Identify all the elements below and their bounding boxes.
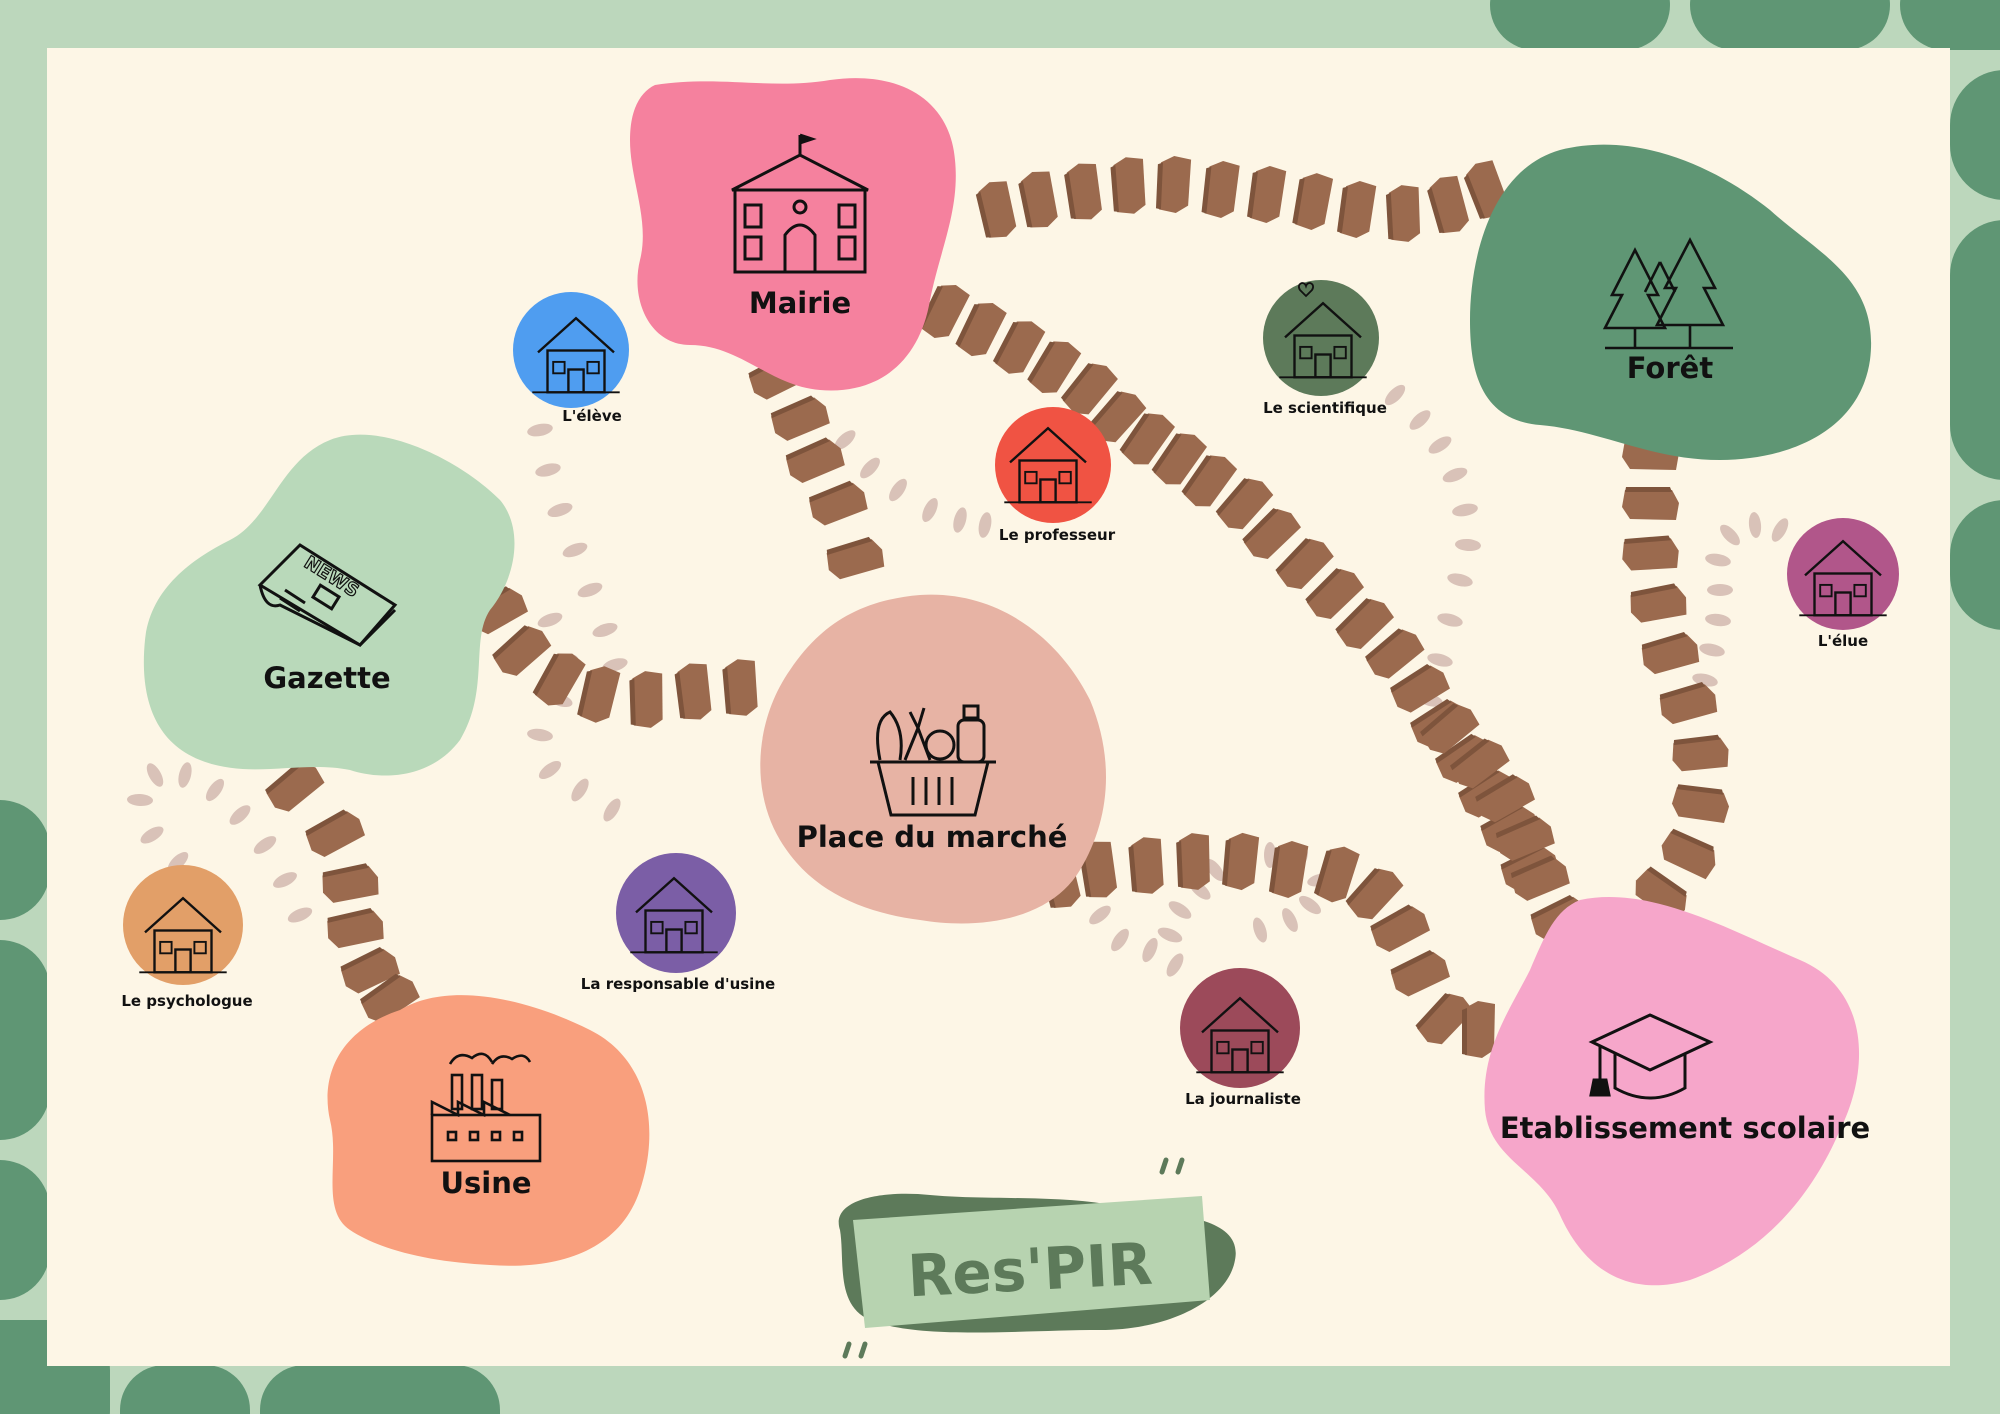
path-stone [1622,487,1679,520]
path-stone [629,670,664,729]
location-label: Usine [440,1166,531,1200]
home-blob [123,865,243,985]
home-scientifique[interactable]: Le scientifique [1263,280,1387,417]
location-ecole[interactable]: Etablissement scolaire [1484,897,1870,1286]
graduation-cap-icon [1588,1013,1714,1100]
path-stone [1127,835,1166,896]
home-label: Le psychologue [121,992,252,1010]
path-stone [721,657,760,718]
home-blob [616,853,736,973]
factory-icon [430,1052,542,1163]
gazette-blob [143,434,515,776]
path-stone [1620,534,1681,573]
home-blob [1263,280,1379,396]
pine-trees-icon [1602,237,1733,350]
path-stone [1221,831,1260,892]
path-stone [1670,733,1731,774]
town-hall-icon [731,133,869,274]
mairie-blob [630,78,956,391]
location-label: Etablissement scolaire [1500,1111,1870,1145]
home-label: L'élève [562,407,622,425]
title-badge: Res'PIR [838,1157,1236,1359]
home-professeur[interactable]: Le professeur [995,407,1116,544]
home-psychologue[interactable]: Le psychologue [121,865,253,1010]
location-marche[interactable]: Place du marché [760,594,1107,924]
home-label: Le scientifique [1263,399,1387,417]
home-elue[interactable]: L'élue [1787,518,1899,650]
accent-marks [1159,1157,1185,1175]
path-stone [1155,155,1192,214]
heart-icon [1298,282,1314,298]
home-label: La responsable d'usine [581,975,775,993]
home-blob [995,407,1111,523]
home-label: L'élue [1818,632,1868,650]
home-blob [1180,968,1300,1088]
location-label: Place du marché [797,820,1068,854]
home-responsable[interactable]: La responsable d'usine [581,853,775,993]
location-mairie[interactable]: Mairie [630,78,956,391]
marche-blob [760,594,1107,924]
home-eleve[interactable]: L'élève [513,292,629,425]
accent-marks [842,1341,868,1359]
foret-blob [1470,144,1872,460]
home-journaliste[interactable]: La journaliste [1180,968,1301,1108]
path-stone [1109,155,1148,216]
location-foret[interactable]: Forêt [1470,144,1872,460]
home-label: Le professeur [999,526,1116,544]
path-dash [1707,584,1733,596]
usine-blob [327,995,650,1266]
location-label: Mairie [749,286,851,320]
path-stone [1175,832,1212,891]
game-title: Res'PIR [906,1230,1154,1311]
grocery-basket-icon [870,704,996,817]
home-label: La journaliste [1185,1090,1301,1108]
path-stone [1462,1001,1495,1058]
location-label: Gazette [263,661,390,695]
location-usine[interactable]: Usine [327,995,650,1266]
location-label: Forêt [1627,351,1714,385]
path-stone [1385,184,1422,243]
location-gazette[interactable]: NEWS Gazette [143,434,515,776]
title-card [853,1196,1210,1328]
ecole-blob [1484,897,1860,1286]
